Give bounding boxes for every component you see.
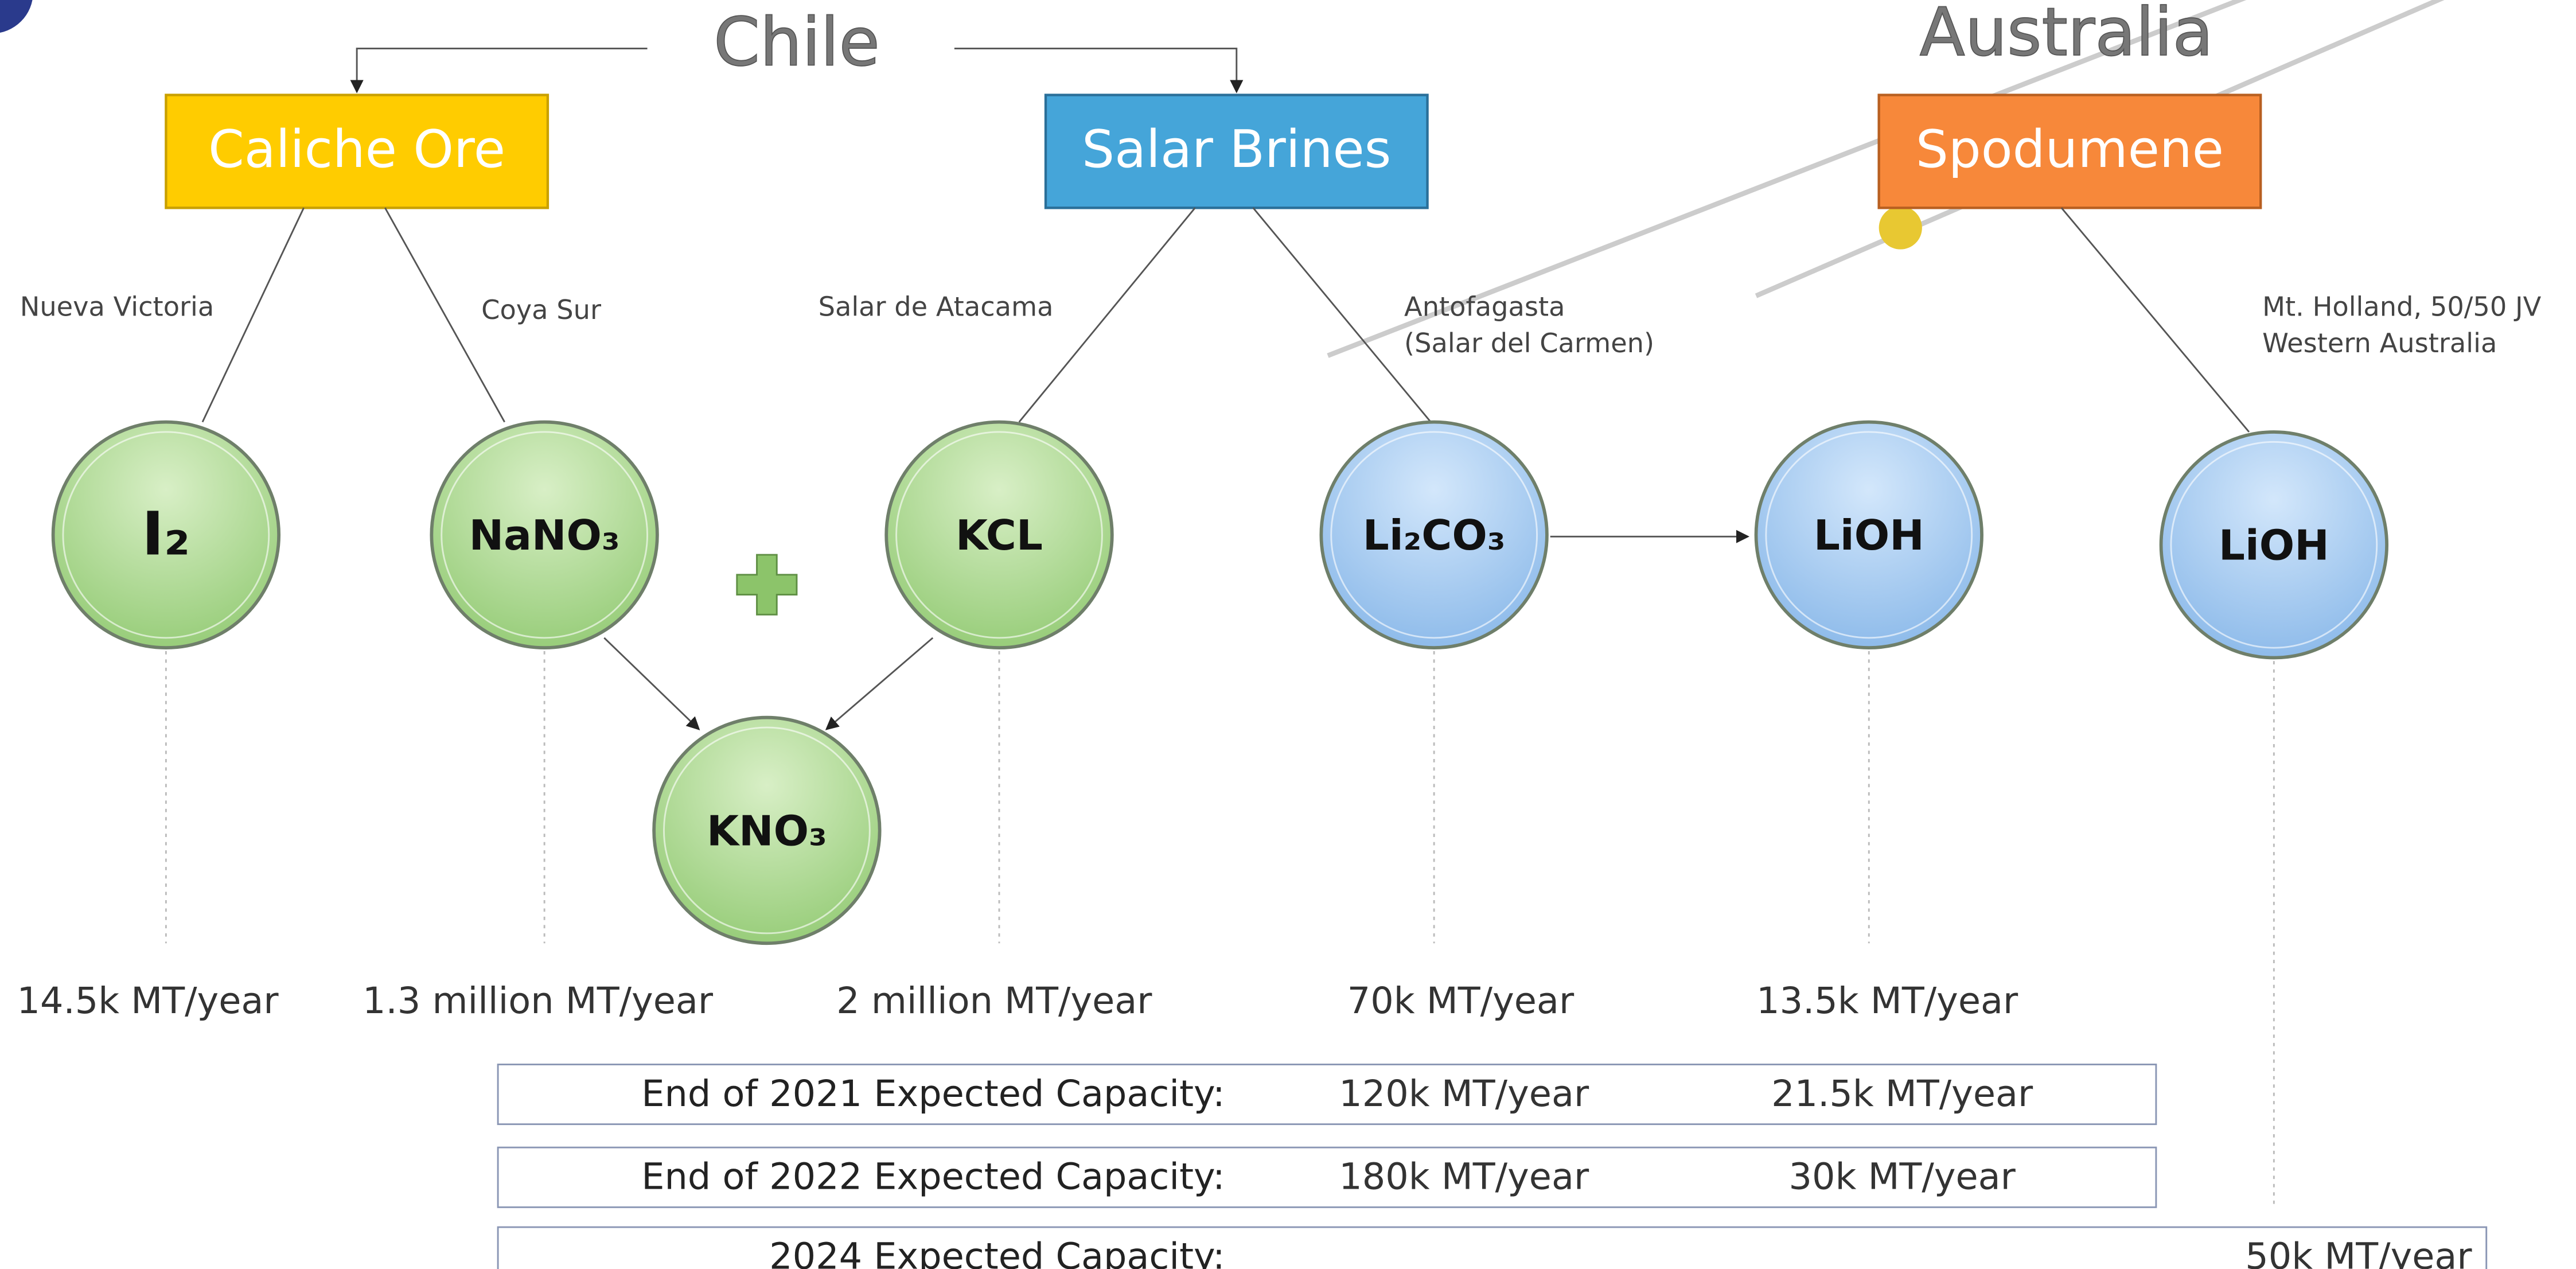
source-box [1877, 94, 2262, 209]
region-label: Australia [1920, 0, 2213, 71]
capacity-row [497, 1226, 2488, 1269]
arrow [603, 637, 700, 730]
bracket [350, 48, 648, 94]
row-value: 21.5k MT/year [1771, 1073, 2033, 1115]
connector [201, 207, 305, 423]
site-label: Salar de Atacama [819, 291, 1054, 322]
product-ring [62, 431, 270, 639]
product-circle [652, 715, 882, 945]
decoration [0, 0, 2445, 358]
row-value: 120k MT/year [1339, 1073, 1589, 1115]
connector [2060, 207, 2250, 433]
source-label: Caliche Ore [208, 120, 505, 180]
capacity: 2 million MT/year [836, 980, 1152, 1022]
site-label: (Salar del Carmen) [1404, 328, 1654, 359]
arrow [825, 637, 934, 730]
capacity-row [497, 1064, 2157, 1126]
product-ring [441, 431, 648, 639]
product-label: LiOH [1814, 512, 1924, 560]
product-label: KNO₃ [707, 807, 827, 855]
connector [1018, 207, 1196, 423]
connector [384, 207, 505, 423]
product-ring [1765, 431, 1973, 639]
source-box [1044, 94, 1429, 209]
row-value: 30k MT/year [1788, 1156, 2016, 1198]
source-label: Salar Brines [1082, 120, 1391, 180]
capacity-row [497, 1146, 2157, 1208]
site-label: Coya Sur [481, 294, 602, 325]
product-circle [1319, 420, 1549, 650]
product-ring [663, 726, 871, 935]
capacity: 70k MT/year [1347, 980, 1575, 1022]
site-label: Western Australia [2262, 328, 2497, 359]
product-ring [1330, 431, 1538, 639]
product-circle [1754, 420, 1983, 650]
product-label: LiOH [2219, 522, 2329, 570]
bracket [954, 48, 1244, 94]
row-label: 2024 Expected Capacity: [769, 1236, 1225, 1269]
capacity: 14.5k MT/year [17, 980, 279, 1022]
capacity: 1.3 million MT/year [363, 980, 714, 1022]
capacity: 13.5k MT/year [1756, 980, 2018, 1022]
site-label: Mt. Holland, 50/50 JV [2262, 291, 2542, 322]
product-circle [430, 420, 659, 650]
row-label: End of 2021 Expected Capacity: [641, 1073, 1225, 1115]
product-circle [884, 420, 1114, 650]
product-label: KCL [956, 512, 1043, 560]
site-label: Nueva Victoria [20, 291, 215, 322]
product-circle [2159, 430, 2389, 660]
product-ring [2170, 441, 2378, 649]
source-box [165, 94, 550, 209]
connector [1252, 207, 1432, 423]
content: Chile Australia Caliche Ore Salar Brines Spo… [17, 0, 2542, 1269]
region-label: Chile [714, 4, 880, 81]
row-label: End of 2022 Expected Capacity: [641, 1156, 1225, 1198]
plus [736, 554, 798, 616]
product-label: Li₂CO₃ [1363, 512, 1506, 560]
source-label: Spodumene [1916, 120, 2224, 180]
product-label: NaNO₃ [469, 512, 620, 560]
product-circle [51, 420, 281, 650]
site-label: Antofagasta [1404, 291, 1565, 322]
product-ring [895, 431, 1103, 639]
product-label: I₂ [142, 499, 190, 569]
row-value: 50k MT/year [2245, 1236, 2472, 1269]
row-value: 180k MT/year [1339, 1156, 1589, 1198]
